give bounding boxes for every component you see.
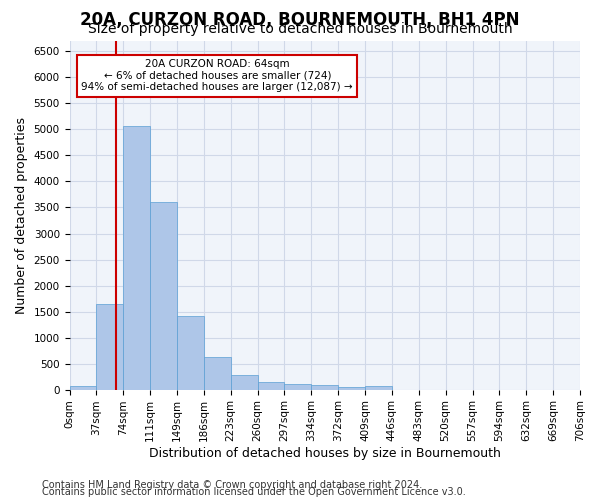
Bar bbox=[284, 384, 311, 390]
Text: 20A, CURZON ROAD, BOURNEMOUTH, BH1 4PN: 20A, CURZON ROAD, BOURNEMOUTH, BH1 4PN bbox=[80, 11, 520, 29]
Text: Contains HM Land Registry data © Crown copyright and database right 2024.: Contains HM Land Registry data © Crown c… bbox=[42, 480, 422, 490]
Y-axis label: Number of detached properties: Number of detached properties bbox=[15, 117, 28, 314]
Bar bbox=[97, 304, 123, 390]
Bar bbox=[177, 316, 204, 390]
Bar bbox=[150, 202, 177, 390]
Text: Contains public sector information licensed under the Open Government Licence v3: Contains public sector information licen… bbox=[42, 487, 466, 497]
Bar bbox=[257, 382, 284, 390]
Bar bbox=[311, 386, 338, 390]
Text: 20A CURZON ROAD: 64sqm
← 6% of detached houses are smaller (724)
94% of semi-det: 20A CURZON ROAD: 64sqm ← 6% of detached … bbox=[82, 59, 353, 92]
Bar bbox=[70, 386, 97, 390]
Bar bbox=[123, 126, 150, 390]
Bar bbox=[365, 386, 392, 390]
Bar bbox=[204, 358, 231, 390]
Bar bbox=[338, 386, 365, 390]
Text: Size of property relative to detached houses in Bournemouth: Size of property relative to detached ho… bbox=[88, 22, 512, 36]
Bar bbox=[231, 374, 257, 390]
X-axis label: Distribution of detached houses by size in Bournemouth: Distribution of detached houses by size … bbox=[149, 447, 501, 460]
